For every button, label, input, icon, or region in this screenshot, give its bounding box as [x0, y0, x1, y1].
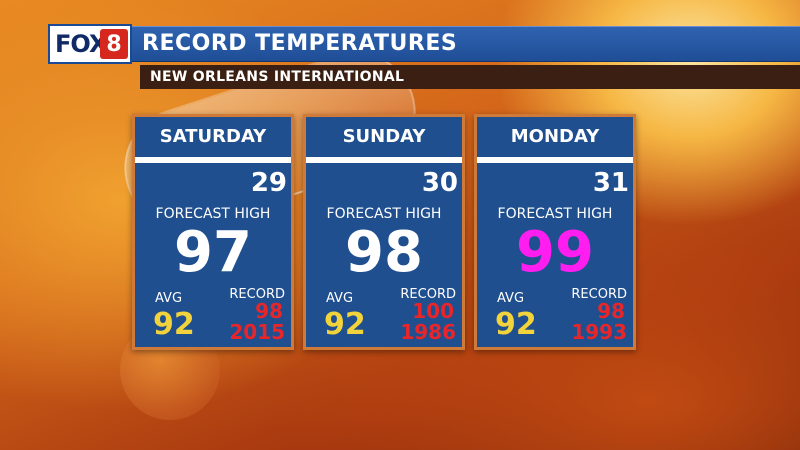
- avg-label: AVG: [155, 291, 183, 306]
- location-subtitle: NEW ORLEANS INTERNATIONAL: [150, 69, 405, 85]
- avg-value: 92: [324, 307, 366, 342]
- card-divider: [306, 157, 462, 163]
- logo-text: FOX: [55, 30, 107, 58]
- record-year: 1986: [400, 320, 456, 344]
- forecast-high-value: 99: [516, 220, 594, 285]
- title-bar: [48, 26, 800, 62]
- date-number: 29: [250, 168, 287, 198]
- forecast-high-value: 97: [174, 220, 252, 285]
- avg-label: AVG: [497, 291, 525, 306]
- avg-label: AVG: [326, 291, 354, 306]
- card-divider: [135, 157, 291, 163]
- forecast-high-label: FORECAST HIGH: [497, 206, 613, 222]
- fox8-logo: FOX 8: [48, 24, 132, 64]
- date-number: 30: [421, 168, 458, 198]
- record-label: RECORD: [571, 287, 627, 302]
- forecast-high-value: 98: [345, 220, 423, 285]
- day-card-sunday: SUNDAY 30 FORECAST HIGH 98 AVG 92 RECORD…: [303, 114, 465, 350]
- page-title: RECORD TEMPERATURES: [142, 31, 458, 56]
- avg-value: 92: [153, 307, 195, 342]
- day-name: SATURDAY: [159, 126, 267, 147]
- day-name: MONDAY: [510, 126, 600, 147]
- record-year: 1993: [571, 320, 627, 344]
- record-label: RECORD: [229, 287, 285, 302]
- avg-value: 92: [495, 307, 537, 342]
- record-value: 98: [255, 299, 283, 323]
- card-divider: [477, 157, 633, 163]
- logo-badge: 8: [100, 29, 128, 59]
- subtitle-bar: [140, 65, 800, 89]
- day-card-saturday: SATURDAY 29 FORECAST HIGH 97 AVG 92 RECO…: [132, 114, 294, 350]
- record-label: RECORD: [400, 287, 456, 302]
- forecast-high-label: FORECAST HIGH: [155, 206, 271, 222]
- date-number: 31: [592, 168, 629, 198]
- forecast-high-label: FORECAST HIGH: [326, 206, 442, 222]
- day-name: SUNDAY: [342, 126, 426, 147]
- record-value: 98: [597, 299, 625, 323]
- day-card-monday: MONDAY 31 FORECAST HIGH 99 AVG 92 RECORD…: [474, 114, 636, 350]
- record-value: 100: [412, 299, 454, 323]
- record-year: 2015: [229, 320, 285, 344]
